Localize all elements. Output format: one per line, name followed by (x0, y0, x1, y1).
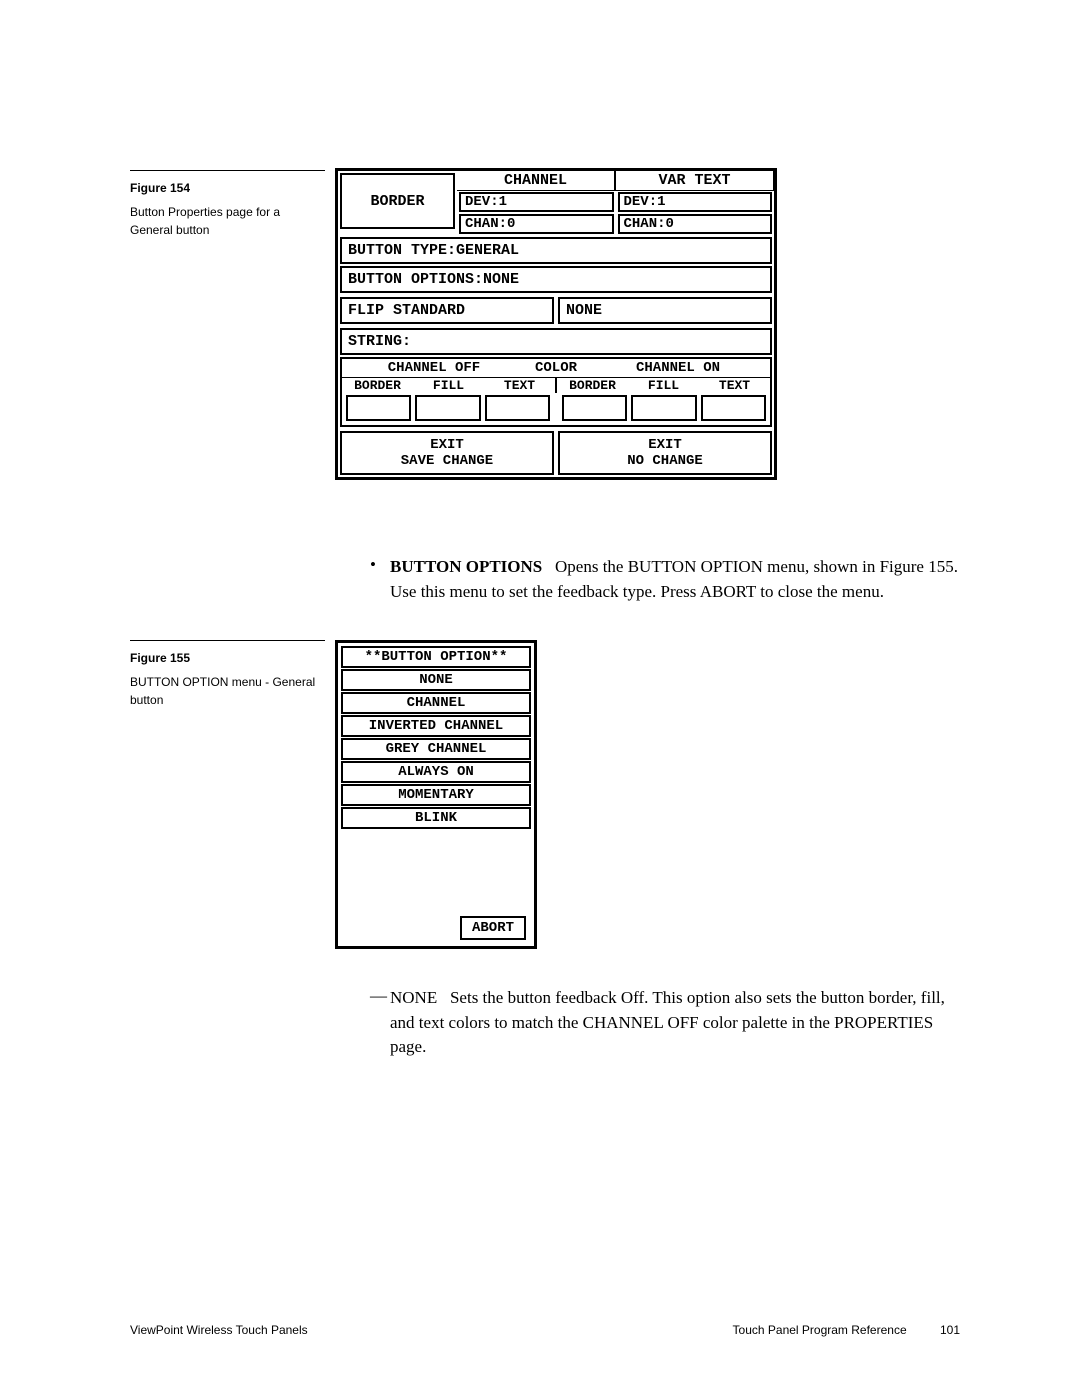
menu-title: **BUTTON OPTION** (341, 646, 531, 668)
figure-label: Figure 155 (130, 649, 325, 667)
color-label: COLOR (526, 359, 586, 377)
menu-item-channel[interactable]: CHANNEL (341, 692, 531, 714)
off-fill-swatch[interactable] (415, 395, 480, 421)
on-border-label: BORDER (557, 378, 628, 393)
button-type-row[interactable]: BUTTON TYPE:GENERAL (340, 237, 772, 264)
menu-item-blink[interactable]: BLINK (341, 807, 531, 829)
page-number: 101 (940, 1323, 960, 1337)
vartext-header: VAR TEXT (615, 171, 774, 191)
on-text-swatch[interactable] (701, 395, 766, 421)
off-border-swatch[interactable] (346, 395, 411, 421)
page-footer: ViewPoint Wireless Touch Panels Touch Pa… (130, 1323, 960, 1337)
menu-item-none[interactable]: NONE (341, 669, 531, 691)
border-button[interactable]: BORDER (340, 173, 455, 229)
exit-save-button[interactable]: EXITSAVE CHANGE (340, 431, 554, 475)
channel-chan[interactable]: CHAN:0 (459, 214, 614, 234)
none-paragraph: NONE Sets the button feedback Off. This … (390, 986, 960, 1060)
channel-on-label: CHANNEL ON (586, 359, 770, 377)
menu-item-inverted[interactable]: INVERTED CHANNEL (341, 715, 531, 737)
vartext-dev[interactable]: DEV:1 (618, 192, 773, 212)
on-fill-label: FILL (628, 378, 699, 393)
figure-desc: Button Properties page for a General but… (130, 203, 325, 239)
vartext-chan[interactable]: CHAN:0 (618, 214, 773, 234)
dash-icon: — (370, 986, 387, 1006)
button-properties-panel: BORDER CHANNEL VAR TEXT DEV:1 CHAN:0 DEV… (335, 168, 777, 480)
channel-header: CHANNEL (457, 171, 615, 191)
on-text-label: TEXT (699, 378, 770, 393)
flip-none[interactable]: NONE (558, 297, 772, 324)
color-section: CHANNEL OFF COLOR CHANNEL ON BORDER FILL… (340, 357, 772, 427)
off-fill-label: FILL (413, 378, 484, 393)
footer-left: ViewPoint Wireless Touch Panels (130, 1323, 308, 1337)
channel-dev[interactable]: DEV:1 (459, 192, 614, 212)
figure-caption-155: Figure 155 BUTTON OPTION menu - General … (130, 640, 325, 709)
menu-item-grey[interactable]: GREY CHANNEL (341, 738, 531, 760)
figure-label: Figure 154 (130, 179, 325, 197)
button-options-row[interactable]: BUTTON OPTIONS:NONE (340, 266, 772, 293)
bullet-icon: • (370, 555, 376, 575)
figure-desc: BUTTON OPTION menu - General button (130, 673, 325, 709)
flip-standard[interactable]: FLIP STANDARD (340, 297, 554, 324)
footer-right: Touch Panel Program Reference (733, 1323, 907, 1337)
button-option-menu: **BUTTON OPTION** NONE CHANNEL INVERTED … (335, 640, 537, 949)
on-fill-swatch[interactable] (631, 395, 696, 421)
off-border-label: BORDER (342, 378, 413, 393)
menu-item-always[interactable]: ALWAYS ON (341, 761, 531, 783)
figure-caption-154: Figure 154 Button Properties page for a … (130, 170, 325, 239)
off-text-swatch[interactable] (485, 395, 550, 421)
on-border-swatch[interactable] (562, 395, 627, 421)
abort-button[interactable]: ABORT (460, 916, 526, 940)
channel-off-label: CHANNEL OFF (342, 359, 526, 377)
exit-no-button[interactable]: EXITNO CHANGE (558, 431, 772, 475)
string-row[interactable]: STRING: (340, 328, 772, 355)
menu-item-momentary[interactable]: MOMENTARY (341, 784, 531, 806)
off-text-label: TEXT (484, 378, 555, 393)
button-options-paragraph: BUTTON OPTIONS Opens the BUTTON OPTION m… (390, 555, 960, 604)
